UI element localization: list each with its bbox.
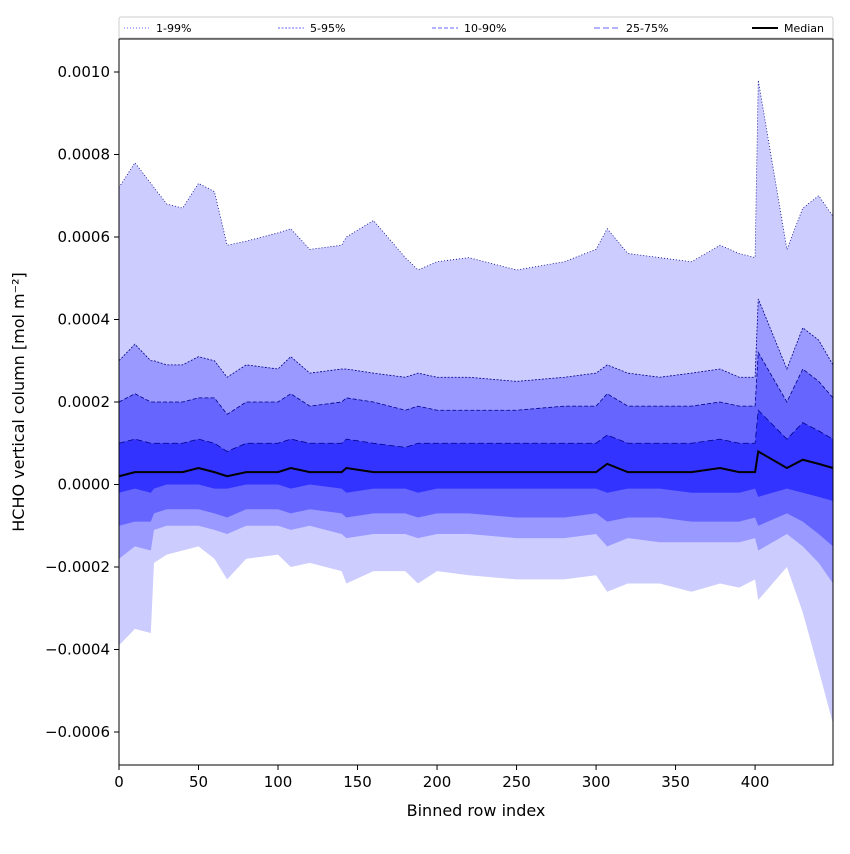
x-tick-label: 250 [502,773,531,791]
y-tick-label: 0.0000 [58,476,111,494]
legend-frame [118,16,834,39]
x-tick-label: 150 [343,773,372,791]
y-axis: −0.0006 −0.0004 −0.0002 0.0000 0.0002 0.0004 0… [45,63,119,741]
band-upper-line-2 [118,351,834,415]
x-tick-label: 200 [423,773,452,791]
band-3 [119,410,833,501]
percentile-bands [119,80,833,724]
y-axis-label: HCHO vertical column [mol m⁻²] [9,272,28,531]
median-line [118,449,834,478]
y-tick-label: −0.0004 [45,641,110,659]
band-upper-line-3 [118,409,834,452]
band-upper-line-1 [118,298,834,382]
legend: 1-99% 5-95% 10-90% 25-75% Median [118,16,834,39]
x-tick-label: 100 [264,773,293,791]
x-tick-label: 300 [582,773,611,791]
y-tick-label: −0.0002 [45,558,110,576]
y-tick-label: 0.0006 [58,228,111,246]
x-axis-label: Binned row index [407,801,546,820]
legend-entry: 25-75% [626,22,668,35]
x-axis: 0 50 100 150 200 250 300 350 400 [114,765,769,791]
x-tick-label: 400 [741,773,770,791]
y-tick-label: −0.0006 [45,723,110,741]
legend-entry: 5-95% [310,22,345,35]
x-tick-label: 350 [661,773,690,791]
x-tick-label: 0 [114,773,124,791]
y-tick-label: 0.0002 [58,393,111,411]
x-tick-label: 50 [189,773,208,791]
legend-entry: 10-90% [464,22,506,35]
legend-entry: 1-99% [156,22,191,35]
y-tick-label: 0.0004 [58,311,111,329]
y-tick-label: 0.0008 [58,146,111,164]
band-upper-line-0 [118,80,834,271]
y-tick-label: 0.0010 [58,63,111,81]
legend-entry: Median [784,22,824,35]
series-lines [118,80,834,478]
